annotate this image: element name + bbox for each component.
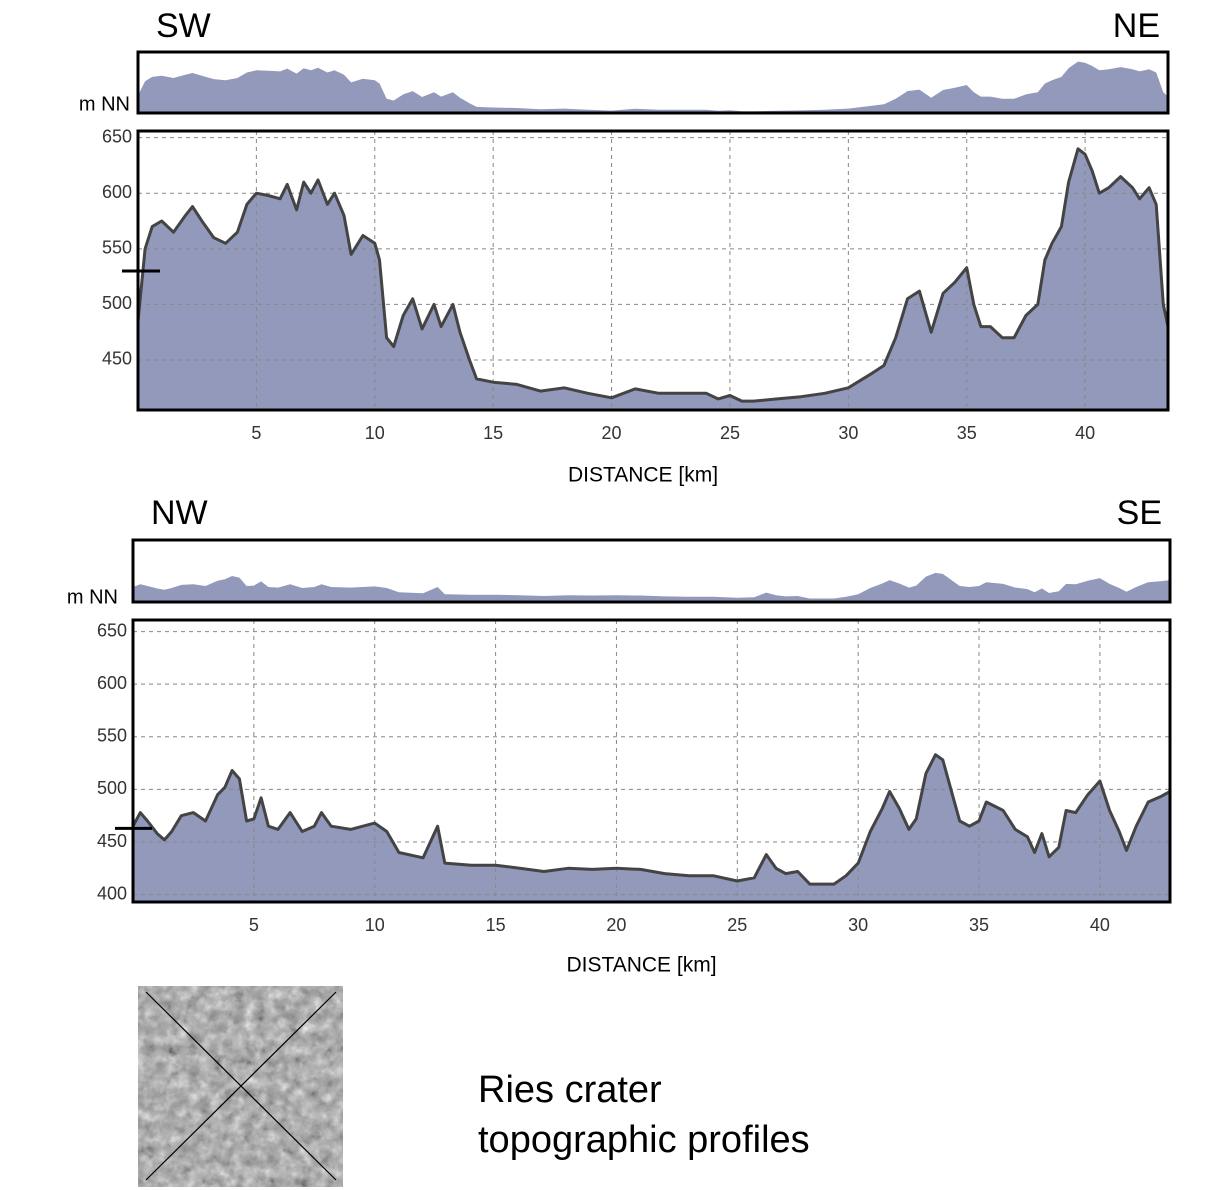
- area-fill: [133, 754, 1170, 902]
- y-tick-label: 650: [97, 620, 127, 640]
- direction-label: SE: [1117, 494, 1162, 532]
- x-tick-label: 30: [848, 915, 868, 935]
- direction-label: NW: [151, 494, 208, 532]
- y-tick-label: 550: [97, 726, 127, 746]
- x-tick-label: 20: [602, 423, 622, 443]
- x-tick-label: 20: [606, 915, 626, 935]
- x-axis-label: DISTANCE [km]: [566, 954, 716, 977]
- y-tick-label: 450: [102, 349, 132, 369]
- x-tick-label: 5: [251, 423, 261, 443]
- x-axis-label: DISTANCE [km]: [568, 464, 718, 487]
- x-tick-label: 25: [727, 915, 747, 935]
- x-tick-label: 40: [1090, 915, 1110, 935]
- x-tick-label: 10: [365, 423, 385, 443]
- profile-line: [131, 753, 1171, 886]
- y-tick-label: 450: [97, 831, 127, 851]
- area-fill: [138, 148, 1168, 411]
- caption-line: topographic profiles: [478, 1119, 810, 1161]
- profile-line: [136, 147, 1170, 403]
- overview-area: [138, 61, 1168, 113]
- location-map: [138, 986, 343, 1187]
- y-tick-label: 500: [97, 778, 127, 798]
- overview-frame: [136, 50, 1170, 115]
- x-tick-label: 25: [720, 423, 740, 443]
- y-axis-label: m NN: [67, 586, 118, 608]
- x-tick-label: 15: [483, 423, 503, 443]
- y-tick-label: 600: [97, 673, 127, 693]
- plot-frame: [131, 618, 1172, 904]
- x-tick-label: 5: [249, 915, 259, 935]
- direction-label: SW: [156, 7, 211, 45]
- x-tick-label: 15: [486, 915, 506, 935]
- caption-line: Ries crater: [478, 1069, 662, 1111]
- x-tick-label: 35: [957, 423, 977, 443]
- y-tick-label: 500: [102, 293, 132, 313]
- direction-label: NE: [1113, 7, 1160, 45]
- x-tick-label: 10: [365, 915, 385, 935]
- x-tick-label: 35: [969, 915, 989, 935]
- y-tick-label: 550: [102, 238, 132, 258]
- overview-area: [133, 572, 1170, 602]
- y-tick-label: 600: [102, 182, 132, 202]
- profile-line: [145, 991, 337, 1181]
- y-tick-label: 400: [97, 883, 127, 903]
- x-tick-label: 40: [1075, 423, 1095, 443]
- y-axis-label: m NN: [79, 93, 130, 115]
- overview-frame: [131, 538, 1172, 604]
- y-tick-label: 650: [102, 126, 132, 146]
- x-tick-label: 30: [838, 423, 858, 443]
